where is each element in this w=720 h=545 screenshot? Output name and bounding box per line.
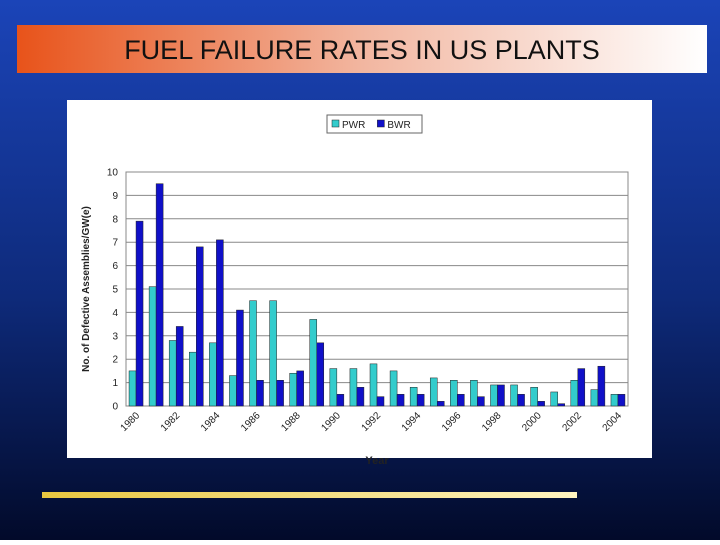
bar [316, 342, 325, 407]
bar [376, 396, 385, 407]
y-tick-label: 8 [112, 214, 118, 225]
bar [369, 363, 378, 407]
bar [457, 394, 465, 407]
bar [135, 220, 144, 407]
bar [148, 286, 157, 407]
bar [530, 387, 538, 407]
legend-label: BWR [387, 120, 410, 131]
bar [216, 239, 224, 407]
bar [189, 351, 197, 407]
bar [597, 365, 606, 407]
bar [497, 384, 505, 407]
y-tick-label: 2 [112, 355, 118, 366]
bar [128, 370, 137, 407]
bar [269, 300, 277, 407]
y-tick-label: 0 [112, 402, 118, 413]
bar [276, 380, 284, 407]
bar [477, 396, 485, 407]
y-tick-label: 7 [112, 238, 118, 249]
bar [429, 377, 438, 407]
y-tick-label: 4 [112, 308, 118, 319]
legend-swatch [377, 119, 385, 128]
bar [349, 368, 358, 407]
bar [550, 391, 558, 407]
bar [617, 394, 626, 407]
bar [175, 326, 184, 407]
bar [470, 380, 478, 407]
legend-swatch [331, 119, 340, 128]
legend: PWR BWR [326, 114, 423, 134]
y-tick-label: 9 [112, 191, 118, 202]
bar [436, 401, 445, 407]
bar [256, 380, 264, 407]
bar [229, 375, 237, 407]
x-axis-label: Year [365, 455, 389, 467]
bar [356, 387, 365, 407]
bar [577, 368, 586, 407]
bar [336, 394, 345, 407]
y-axis-label: No. of Defective Assemblies/GW(e) [81, 206, 92, 372]
bar [389, 370, 398, 407]
bar [610, 394, 619, 407]
legend-box [326, 114, 423, 134]
y-tick-label: 10 [107, 168, 119, 179]
chart-title: FUEL FAILURE RATES IN US PLANTS [124, 35, 600, 65]
bar [570, 380, 579, 407]
bar [309, 319, 318, 407]
title-bar [17, 25, 707, 73]
bar [168, 340, 177, 407]
y-tick-label: 3 [112, 331, 118, 342]
bar [209, 342, 217, 407]
bar [517, 394, 525, 407]
y-tick-label: 6 [112, 261, 118, 272]
bar [537, 401, 545, 407]
bar [296, 370, 304, 407]
y-tick-label: 5 [112, 285, 118, 296]
bar [396, 394, 405, 407]
bar [590, 389, 599, 407]
bar [236, 309, 244, 407]
bar [329, 368, 338, 407]
bar [249, 300, 257, 407]
bar [510, 384, 518, 407]
bar [289, 372, 297, 407]
legend-label: PWR [342, 120, 365, 131]
bar [196, 246, 204, 407]
bar [490, 384, 498, 407]
bar [409, 387, 418, 407]
bar [155, 183, 164, 407]
bar [450, 380, 458, 407]
bar [557, 403, 565, 407]
y-tick-label: 1 [112, 378, 118, 389]
bar [416, 394, 425, 407]
divider [42, 492, 577, 498]
